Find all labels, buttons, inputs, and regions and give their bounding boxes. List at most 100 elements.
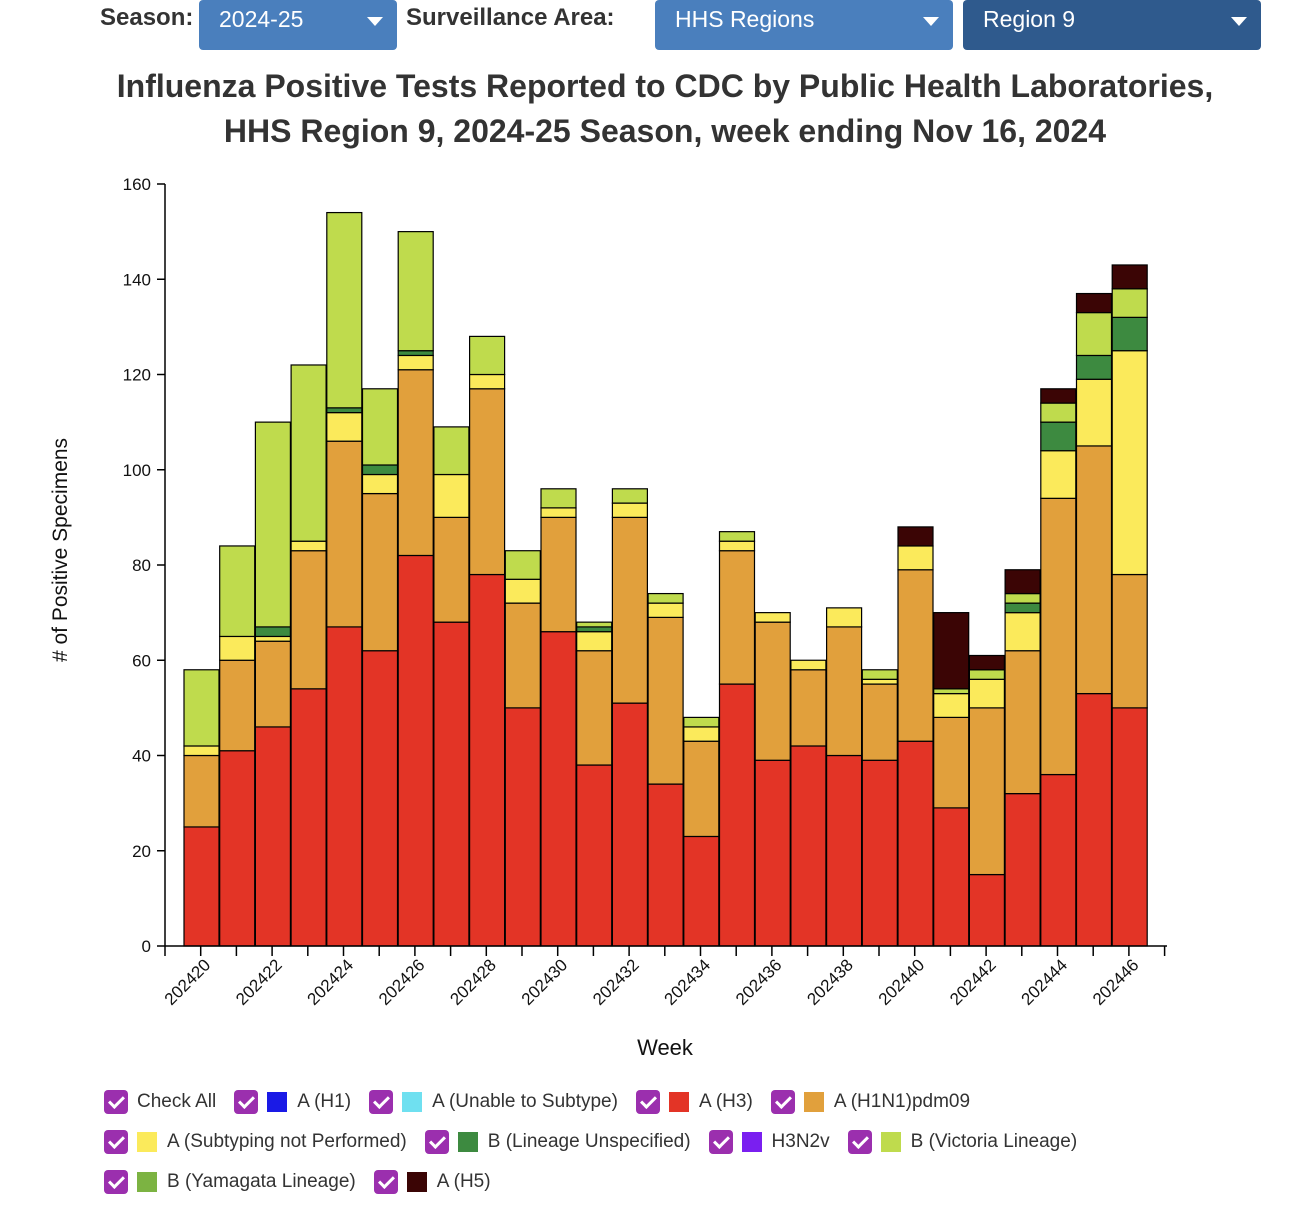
legend-item[interactable]: A (H1N1)pdm09	[770, 1090, 970, 1114]
bar-segment[interactable]	[183, 754, 220, 828]
legend-item[interactable]: A (H3)	[635, 1090, 753, 1114]
bar-segment[interactable]	[219, 659, 256, 752]
bar-segment[interactable]	[397, 369, 434, 557]
bar-segment[interactable]	[504, 707, 541, 947]
bar-segment[interactable]	[1111, 573, 1148, 709]
bar-segment[interactable]	[469, 373, 506, 390]
bar-segment[interactable]	[361, 464, 399, 476]
bar-segment[interactable]	[1040, 497, 1077, 776]
bar-segment[interactable]	[1111, 264, 1148, 290]
bar-segment[interactable]	[254, 726, 291, 947]
bar-segment[interactable]	[576, 631, 613, 652]
bar-segment[interactable]	[647, 783, 684, 947]
bar-segment[interactable]	[576, 764, 613, 947]
bar-segment[interactable]	[397, 354, 434, 371]
bar-segment[interactable]	[326, 626, 363, 947]
bar-segment[interactable]	[647, 616, 684, 785]
bar-segment[interactable]	[433, 426, 470, 476]
bar-stack-202438[interactable]	[825, 607, 863, 947]
bar-segment[interactable]	[1004, 602, 1041, 614]
bar-segment[interactable]	[326, 211, 363, 409]
bar-segment[interactable]	[504, 578, 541, 604]
legend-item[interactable]: B (Lineage Unspecified)	[424, 1130, 691, 1154]
bar-segment[interactable]	[1111, 707, 1148, 947]
bar-segment[interactable]	[647, 602, 684, 618]
bar-stack-202422[interactable]	[254, 421, 291, 947]
bar-segment[interactable]	[683, 726, 720, 742]
bar-segment[interactable]	[933, 688, 970, 695]
legend-item[interactable]: A (Unable to Subtype)	[369, 1090, 618, 1114]
bar-segment[interactable]	[647, 592, 684, 604]
bar-segment[interactable]	[790, 659, 827, 671]
bar-segment[interactable]	[361, 650, 399, 947]
bar-segment[interactable]	[611, 502, 649, 518]
bar-stack-202431[interactable]	[576, 621, 613, 947]
bar-segment[interactable]	[1111, 288, 1148, 318]
bar-segment[interactable]	[290, 364, 327, 542]
bar-stack-202443[interactable]	[1004, 569, 1041, 947]
bar-segment[interactable]	[933, 716, 970, 809]
bar-segment[interactable]	[790, 669, 827, 747]
bar-stack-202442[interactable]	[968, 654, 1006, 947]
bar-segment[interactable]	[897, 526, 934, 547]
bar-segment[interactable]	[718, 531, 756, 542]
bar-stack-202436[interactable]	[754, 612, 791, 947]
bar-stack-202432[interactable]	[611, 488, 649, 947]
bar-segment[interactable]	[183, 669, 220, 747]
bar-segment[interactable]	[897, 569, 934, 742]
bar-segment[interactable]	[718, 550, 756, 685]
bar-segment[interactable]	[1004, 569, 1041, 595]
legend-item[interactable]: A (H5)	[373, 1170, 491, 1194]
checkbox-checked-icon[interactable]	[104, 1130, 128, 1154]
bar-segment[interactable]	[754, 759, 791, 947]
bar-stack-202430[interactable]	[540, 488, 577, 947]
bar-stack-202427[interactable]	[433, 426, 470, 947]
bar-segment[interactable]	[1004, 592, 1041, 604]
bar-segment[interactable]	[1075, 378, 1113, 447]
bar-segment[interactable]	[1075, 311, 1113, 357]
bar-segment[interactable]	[576, 621, 613, 628]
bar-segment[interactable]	[183, 826, 220, 947]
bar-segment[interactable]	[611, 488, 649, 504]
check-all-checkbox[interactable]: Check All	[104, 1090, 216, 1114]
bar-segment[interactable]	[754, 612, 791, 623]
season-select[interactable]: 2024-25	[199, 0, 397, 50]
bar-stack-202423[interactable]	[290, 364, 327, 947]
bar-segment[interactable]	[540, 516, 577, 633]
bar-segment[interactable]	[290, 550, 327, 690]
checkbox-checked-icon[interactable]	[104, 1090, 128, 1114]
bar-segment[interactable]	[1040, 421, 1077, 452]
bar-segment[interactable]	[290, 540, 327, 552]
bar-segment[interactable]	[361, 388, 399, 466]
bar-segment[interactable]	[718, 540, 756, 552]
bar-segment[interactable]	[397, 350, 434, 357]
bar-segment[interactable]	[1111, 350, 1148, 576]
bar-segment[interactable]	[576, 626, 613, 633]
bar-segment[interactable]	[611, 516, 649, 704]
checkbox-checked-icon[interactable]	[708, 1130, 733, 1154]
bar-segment[interactable]	[754, 621, 791, 761]
bar-segment[interactable]	[540, 631, 577, 947]
bar-stack-202424[interactable]	[326, 211, 363, 947]
checkbox-checked-icon[interactable]	[104, 1170, 128, 1194]
checkbox-checked-icon[interactable]	[373, 1170, 398, 1194]
bar-segment[interactable]	[861, 678, 898, 685]
bar-segment[interactable]	[1004, 650, 1041, 795]
bar-segment[interactable]	[825, 754, 863, 947]
bar-segment[interactable]	[1075, 354, 1113, 380]
bar-segment[interactable]	[326, 412, 363, 442]
bar-segment[interactable]	[683, 716, 720, 728]
legend-item[interactable]: B (Yamagata Lineage)	[104, 1170, 356, 1194]
bar-segment[interactable]	[361, 473, 399, 495]
bar-segment[interactable]	[1040, 773, 1077, 947]
bar-segment[interactable]	[361, 492, 399, 652]
bar-segment[interactable]	[897, 740, 934, 947]
bar-stack-202420[interactable]	[183, 669, 220, 947]
legend-item[interactable]: A (H1)	[234, 1090, 351, 1114]
bar-segment[interactable]	[326, 407, 363, 414]
bar-segment[interactable]	[1004, 792, 1041, 947]
bar-segment[interactable]	[968, 654, 1006, 671]
bar-segment[interactable]	[1040, 402, 1077, 423]
legend-item[interactable]: A (Subtyping not Performed)	[104, 1130, 407, 1154]
bar-segment[interactable]	[254, 640, 291, 728]
